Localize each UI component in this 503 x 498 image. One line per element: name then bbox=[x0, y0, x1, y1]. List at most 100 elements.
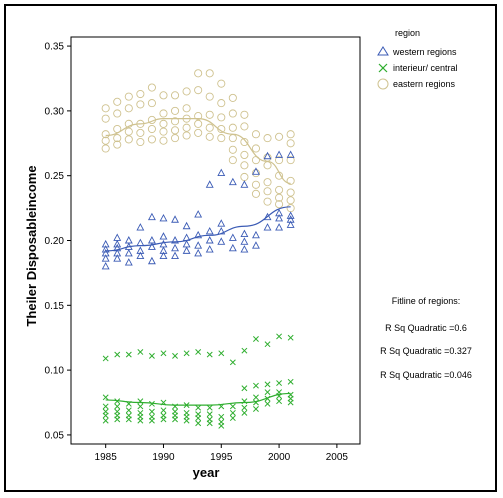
data-point bbox=[229, 415, 236, 422]
data-point bbox=[148, 352, 155, 359]
data-point bbox=[275, 208, 284, 217]
data-point bbox=[240, 161, 249, 170]
data-point bbox=[252, 241, 260, 249]
data-point bbox=[218, 413, 225, 420]
data-point bbox=[240, 122, 249, 131]
data-point bbox=[125, 412, 132, 419]
data-point bbox=[171, 236, 179, 244]
legend: region western regions interieur/ centra… bbox=[377, 28, 458, 90]
legend-triangle-icon bbox=[377, 46, 389, 56]
data-point bbox=[205, 110, 214, 119]
legend-entry-western: western regions bbox=[392, 47, 457, 57]
data-point bbox=[217, 237, 226, 245]
data-point bbox=[113, 109, 122, 118]
data-point bbox=[217, 99, 226, 108]
data-point bbox=[263, 134, 272, 143]
series-circle bbox=[101, 69, 295, 213]
data-point bbox=[194, 119, 203, 128]
data-point bbox=[136, 137, 145, 147]
data-point bbox=[275, 150, 284, 158]
data-point bbox=[286, 150, 295, 158]
data-point bbox=[251, 180, 261, 189]
data-point bbox=[240, 172, 249, 182]
data-point bbox=[159, 136, 168, 145]
data-point bbox=[228, 243, 237, 252]
data-point bbox=[195, 349, 202, 355]
data-point bbox=[206, 411, 213, 418]
data-point bbox=[182, 87, 191, 96]
data-point bbox=[136, 251, 145, 260]
data-point bbox=[160, 350, 167, 357]
data-point bbox=[137, 409, 144, 416]
data-point bbox=[275, 132, 284, 141]
x-tick-label: 1995 bbox=[210, 452, 233, 463]
data-point bbox=[228, 145, 237, 154]
data-point bbox=[253, 336, 259, 342]
data-point bbox=[206, 351, 213, 358]
data-point bbox=[228, 109, 237, 118]
scatter-chart: 1985 1990 1995 2000 2005 0.05 0.10 0.15 0.20 0.2… bbox=[24, 28, 472, 480]
data-point bbox=[124, 258, 133, 266]
data-point bbox=[263, 223, 272, 231]
y-tick-label: 0.25 bbox=[45, 171, 65, 182]
data-point bbox=[275, 214, 284, 222]
data-point bbox=[136, 89, 145, 99]
chart-frame: 1985 1990 1995 2000 2005 0.05 0.10 0.15 0.20 0.2… bbox=[4, 4, 497, 492]
data-point bbox=[147, 212, 156, 221]
data-point bbox=[113, 134, 122, 143]
data-point bbox=[101, 254, 110, 262]
data-point bbox=[160, 412, 167, 419]
data-point bbox=[101, 249, 110, 257]
data-point bbox=[286, 156, 295, 165]
data-point bbox=[205, 245, 214, 253]
data-point bbox=[287, 378, 294, 385]
data-point bbox=[287, 334, 294, 341]
data-point bbox=[101, 136, 110, 145]
data-point bbox=[124, 236, 133, 244]
data-point bbox=[159, 214, 168, 222]
data-point bbox=[217, 134, 226, 143]
data-point bbox=[182, 123, 191, 132]
data-point bbox=[205, 92, 214, 101]
data-point bbox=[275, 156, 284, 165]
data-point bbox=[159, 119, 168, 128]
data-point bbox=[240, 137, 249, 147]
y-tick-label: 0.05 bbox=[45, 430, 65, 441]
data-point bbox=[195, 411, 202, 418]
data-point bbox=[252, 230, 260, 239]
y-axis-title: Theiler Disposableincome bbox=[24, 165, 39, 326]
data-point bbox=[124, 104, 133, 113]
data-point bbox=[194, 128, 203, 137]
data-point bbox=[228, 123, 237, 132]
data-point bbox=[136, 128, 145, 137]
data-point bbox=[206, 404, 213, 411]
data-point bbox=[205, 180, 214, 188]
data-point bbox=[113, 140, 122, 149]
data-point bbox=[147, 124, 156, 134]
data-point bbox=[182, 221, 191, 230]
data-point bbox=[263, 212, 272, 221]
data-point bbox=[251, 169, 261, 178]
data-point bbox=[264, 381, 271, 388]
data-point bbox=[183, 409, 190, 416]
fit-line bbox=[105, 392, 291, 406]
data-point bbox=[137, 349, 144, 355]
data-point bbox=[148, 413, 155, 420]
data-point bbox=[170, 126, 180, 135]
legend-entry-eastern: eastern regions bbox=[393, 79, 456, 89]
data-point bbox=[170, 106, 180, 115]
data-point bbox=[136, 223, 145, 231]
fit-notes: Fitline of regions: R Sq Quadratic =0.6 … bbox=[380, 296, 472, 380]
data-point bbox=[276, 380, 283, 387]
data-point bbox=[264, 400, 271, 407]
data-point bbox=[124, 127, 133, 136]
data-point bbox=[101, 261, 110, 270]
data-point bbox=[170, 134, 180, 143]
data-point bbox=[217, 79, 226, 88]
x-tick-label: 1990 bbox=[152, 452, 175, 463]
y-tick-label: 0.10 bbox=[45, 366, 65, 377]
data-point bbox=[286, 211, 295, 219]
data-point bbox=[101, 144, 110, 153]
data-point bbox=[159, 91, 168, 100]
series-triangle bbox=[101, 150, 295, 270]
